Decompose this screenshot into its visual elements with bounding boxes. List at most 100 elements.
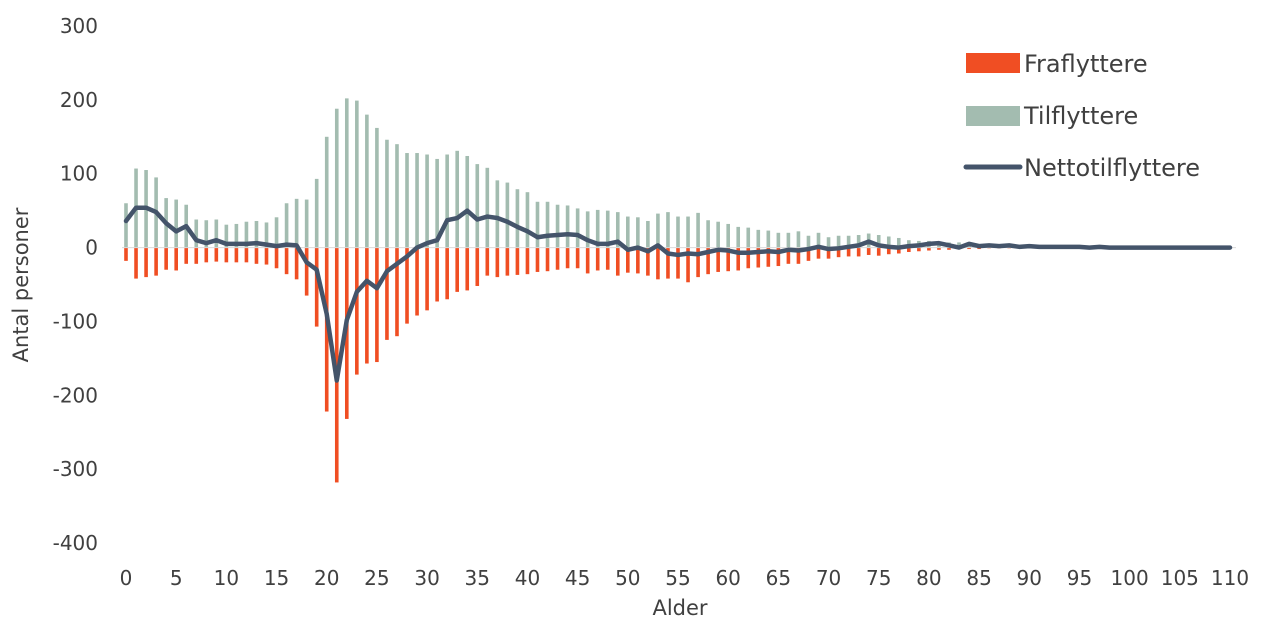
legend-label-tilflyttere: Tilflyttere <box>1023 102 1138 130</box>
y-tick-label: -200 <box>53 383 98 407</box>
y-axis-title: Antal personer <box>9 207 33 362</box>
bar-tilflyttere-age-49 <box>615 212 620 248</box>
bar-tilflyttere-age-66 <box>786 232 791 248</box>
bar-fraflyttere-age-10 <box>224 247 229 263</box>
bar-fraflyttere-age-50 <box>626 247 630 273</box>
bar-tilflyttere-age-58 <box>706 220 710 248</box>
bar-fraflyttere-age-43 <box>555 247 560 270</box>
bar-tilflyttere-age-35 <box>475 164 480 248</box>
bar-tilflyttere-age-40 <box>525 192 530 248</box>
bar-tilflyttere-age-75 <box>876 235 881 248</box>
bar-tilflyttere-age-16 <box>284 203 289 248</box>
bar-tilflyttere-age-77 <box>896 237 901 248</box>
bar-tilflyttere-age-76 <box>886 236 891 248</box>
bar-tilflyttere-age-29 <box>415 153 419 248</box>
x-tick-label: 105 <box>1161 566 1199 590</box>
bar-tilflyttere-age-64 <box>766 230 771 248</box>
y-axis-ticks: 300 200 100 0 -100 -200 -300 -400 <box>53 14 98 555</box>
bar-fraflyttere-age-1 <box>134 247 138 279</box>
bar-tilflyttere-age-69 <box>816 232 821 248</box>
x-tick-label: 100 <box>1111 566 1149 590</box>
bar-fraflyttere-age-23 <box>355 247 359 375</box>
bar-tilflyttere-age-72 <box>846 235 851 248</box>
bar-fraflyttere-age-11 <box>234 247 239 263</box>
bar-tilflyttere-age-44 <box>565 205 570 248</box>
bar-tilflyttere-age-28 <box>405 153 409 248</box>
bar-fraflyttere-age-35 <box>475 247 480 286</box>
bar-fraflyttere-age-52 <box>646 247 650 276</box>
legend-swatch-tilflyttere <box>966 106 1020 126</box>
bar-fraflyttere-age-0 <box>124 247 128 261</box>
bar-tilflyttere-age-34 <box>465 155 470 248</box>
bar-tilflyttere-age-13 <box>254 220 259 248</box>
bar-tilflyttere-age-70 <box>826 237 831 248</box>
bar-fraflyttere-age-53 <box>656 247 660 280</box>
bar-tilflyttere-age-14 <box>264 222 269 248</box>
bar-fraflyttere-age-66 <box>786 247 791 264</box>
bar-tilflyttere-age-61 <box>736 226 741 248</box>
bar-tilflyttere-age-55 <box>676 216 680 248</box>
bar-fraflyttere-age-64 <box>766 247 771 267</box>
x-tick-label: 50 <box>615 566 640 590</box>
bar-tilflyttere-age-18 <box>304 199 309 248</box>
bar-fraflyttere-age-38 <box>505 247 510 276</box>
bar-fraflyttere-age-15 <box>274 247 279 269</box>
bar-tilflyttere-age-5 <box>174 199 178 248</box>
y-tick-label: 300 <box>60 14 98 38</box>
legend-swatch-fraflyttere <box>966 53 1020 73</box>
bar-fraflyttere-age-65 <box>776 247 781 267</box>
line-nettotilflyttere <box>123 205 1233 383</box>
bar-fraflyttere-age-45 <box>575 247 580 269</box>
x-tick-label: 65 <box>766 566 791 590</box>
legend-label-fraflyttere: Fraflyttere <box>1024 50 1148 78</box>
bar-tilflyttere-age-48 <box>605 210 610 248</box>
x-tick-label: 40 <box>515 566 540 590</box>
bar-fraflyttere-age-42 <box>545 247 550 272</box>
bar-tilflyttere-age-39 <box>515 189 520 248</box>
x-tick-label: 90 <box>1017 566 1042 590</box>
x-tick-label: 5 <box>170 566 183 590</box>
legend: Fraflyttere Tilflyttere Nettotilflyttere <box>963 50 1200 182</box>
bar-tilflyttere-age-47 <box>595 209 600 248</box>
bar-tilflyttere-age-67 <box>796 231 801 248</box>
bar-tilflyttere-age-24 <box>365 114 369 248</box>
bar-tilflyttere-age-32 <box>445 154 449 248</box>
bar-tilflyttere-age-59 <box>716 221 720 248</box>
bars-layer <box>124 98 1142 483</box>
bar-tilflyttere-age-56 <box>686 216 690 248</box>
x-tick-label: 95 <box>1067 566 1092 590</box>
bar-tilflyttere-age-62 <box>746 227 751 248</box>
bar-fraflyttere-age-49 <box>615 247 620 276</box>
bar-tilflyttere-age-45 <box>575 208 580 248</box>
bar-fraflyttere-age-76 <box>886 247 891 255</box>
bar-tilflyttere-age-9 <box>214 219 219 248</box>
bar-tilflyttere-age-73 <box>856 235 861 248</box>
x-tick-label: 20 <box>314 566 339 590</box>
bar-fraflyttere-age-82 <box>947 247 951 250</box>
bar-fraflyttere-age-41 <box>535 247 540 272</box>
bar-fraflyttere-age-39 <box>515 247 520 275</box>
bar-tilflyttere-age-30 <box>425 154 429 248</box>
bar-fraflyttere-age-6 <box>184 247 189 264</box>
bar-tilflyttere-age-50 <box>626 216 630 248</box>
bar-fraflyttere-age-8 <box>204 247 209 263</box>
x-tick-label: 75 <box>866 566 891 590</box>
x-tick-label: 30 <box>414 566 439 590</box>
bar-fraflyttere-age-14 <box>264 247 269 265</box>
bar-fraflyttere-age-63 <box>756 247 761 268</box>
bar-fraflyttere-age-79 <box>917 247 921 252</box>
bar-fraflyttere-age-54 <box>666 247 670 279</box>
bar-fraflyttere-age-40 <box>525 247 530 275</box>
bar-tilflyttere-age-11 <box>234 223 239 248</box>
bar-fraflyttere-age-26 <box>385 247 389 340</box>
bar-tilflyttere-age-15 <box>274 217 279 248</box>
bar-fraflyttere-age-84 <box>967 247 971 250</box>
x-axis-ticks: 0 5 10 15 20 25 30 35 40 45 50 55 60 65 70 75 80 85 90 95 10… <box>120 566 1249 590</box>
y-tick-label: 0 <box>85 236 98 260</box>
x-tick-label: 60 <box>715 566 740 590</box>
bar-tilflyttere-age-37 <box>495 180 500 248</box>
bar-fraflyttere-age-34 <box>465 247 470 291</box>
bar-tilflyttere-age-68 <box>806 235 811 248</box>
